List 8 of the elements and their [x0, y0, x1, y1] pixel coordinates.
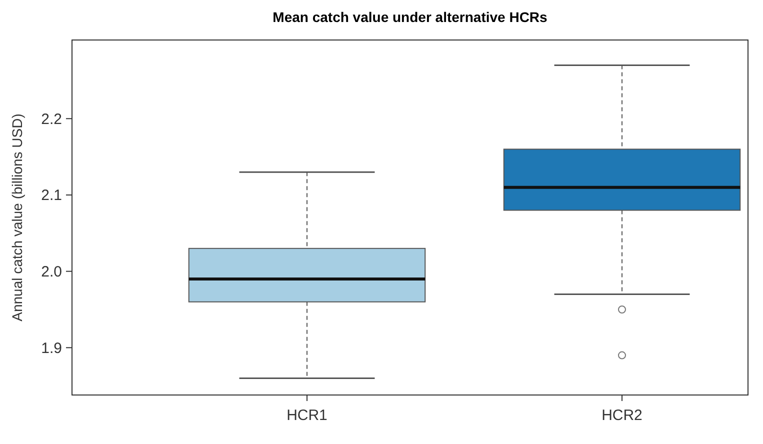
chart-title: Mean catch value under alternative HCRs [272, 9, 548, 25]
y-tick-label: 2.1 [41, 187, 62, 204]
y-tick-label: 2.0 [41, 264, 62, 281]
x-tick-label: HCR2 [602, 407, 642, 424]
y-axis-title: Annual catch value (billions USD) [9, 114, 25, 322]
y-tick-label: 2.2 [41, 110, 62, 128]
x-tick-label: HCR1 [286, 407, 328, 424]
y-tick-label: 1.9 [41, 340, 62, 357]
